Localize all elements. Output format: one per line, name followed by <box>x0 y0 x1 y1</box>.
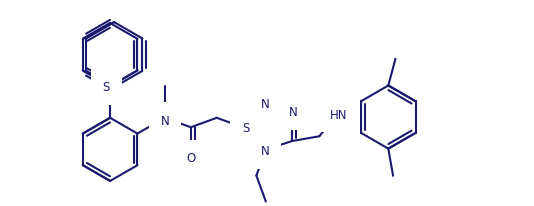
Text: N: N <box>160 115 169 128</box>
Text: N: N <box>289 105 297 118</box>
Text: S: S <box>103 80 110 93</box>
Text: S: S <box>242 121 249 134</box>
Text: N: N <box>261 144 269 157</box>
Text: O: O <box>186 152 195 165</box>
Text: N: N <box>261 98 269 111</box>
Text: HN: HN <box>330 108 348 121</box>
